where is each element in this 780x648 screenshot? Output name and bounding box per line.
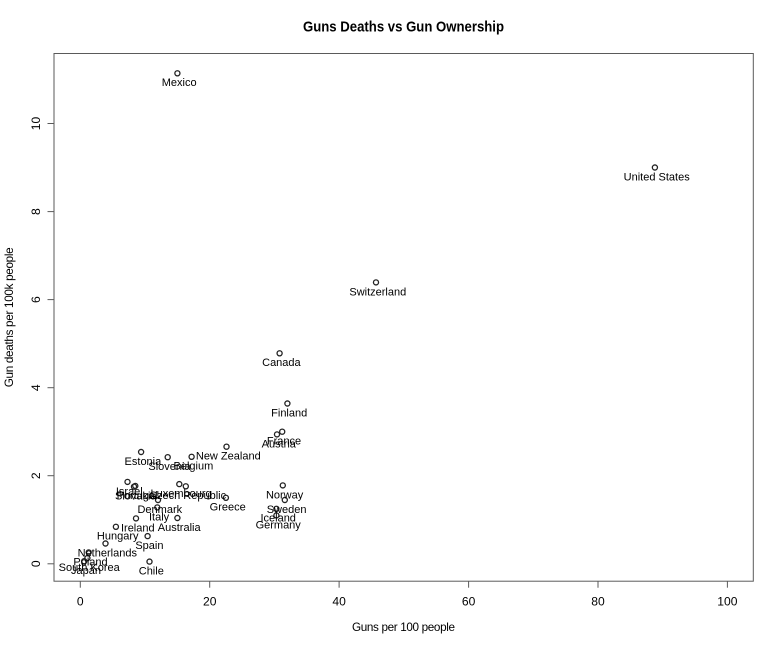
svg-text:Netherlands: Netherlands (78, 547, 138, 559)
svg-text:8: 8 (29, 208, 43, 215)
svg-text:Slovenia: Slovenia (148, 461, 191, 473)
svg-text:Finland: Finland (271, 407, 307, 419)
svg-text:Gun deaths per 100k people: Gun deaths per 100k people (3, 247, 16, 387)
svg-text:Italy: Italy (149, 511, 170, 523)
svg-text:0: 0 (29, 560, 43, 567)
svg-text:100: 100 (717, 595, 737, 609)
svg-text:Slovakia: Slovakia (115, 491, 157, 503)
svg-text:Norway: Norway (266, 489, 304, 501)
svg-text:Mexico: Mexico (162, 77, 197, 89)
svg-text:Israel: Israel (116, 486, 143, 498)
svg-text:Germany: Germany (256, 519, 302, 531)
svg-text:Portugal: Portugal (117, 490, 158, 502)
svg-text:Japan: Japan (71, 565, 101, 577)
svg-text:6: 6 (29, 296, 43, 303)
svg-text:United States: United States (624, 171, 691, 183)
svg-text:Switzerland: Switzerland (349, 286, 406, 298)
svg-text:France: France (267, 436, 301, 448)
svg-text:Austria: Austria (262, 438, 297, 450)
svg-text:Canada: Canada (262, 357, 301, 369)
svg-text:Iceland: Iceland (260, 513, 295, 525)
svg-text:New Zealand: New Zealand (196, 451, 261, 463)
svg-text:Australia: Australia (158, 522, 202, 534)
svg-text:Greece: Greece (210, 502, 246, 514)
svg-text:80: 80 (591, 595, 605, 609)
svg-text:60: 60 (462, 595, 476, 609)
svg-text:Ireland: Ireland (121, 522, 155, 534)
svg-text:Chile: Chile (139, 566, 164, 578)
svg-text:Spain: Spain (135, 540, 163, 552)
svg-text:Hungary: Hungary (97, 531, 139, 543)
svg-text:10: 10 (29, 117, 43, 131)
svg-text:Guns per 100 people: Guns per 100 people (352, 621, 455, 634)
svg-text:40: 40 (332, 595, 346, 609)
svg-text:Guns Deaths vs Gun Ownership: Guns Deaths vs Gun Ownership (303, 20, 504, 36)
svg-text:4: 4 (29, 384, 43, 391)
svg-text:South Korea: South Korea (59, 562, 121, 574)
svg-text:Poland: Poland (73, 556, 107, 568)
svg-text:Czech Republic: Czech Republic (149, 490, 227, 502)
svg-text:Sweden: Sweden (267, 504, 307, 516)
svg-text:Denmark: Denmark (137, 504, 182, 516)
svg-text:Estonia: Estonia (125, 456, 163, 468)
svg-text:0: 0 (77, 595, 84, 609)
svg-text:2: 2 (29, 472, 43, 479)
svg-text:Belgium: Belgium (174, 461, 214, 473)
svg-text:Luxembourg: Luxembourg (151, 488, 212, 500)
svg-text:20: 20 (203, 595, 217, 609)
